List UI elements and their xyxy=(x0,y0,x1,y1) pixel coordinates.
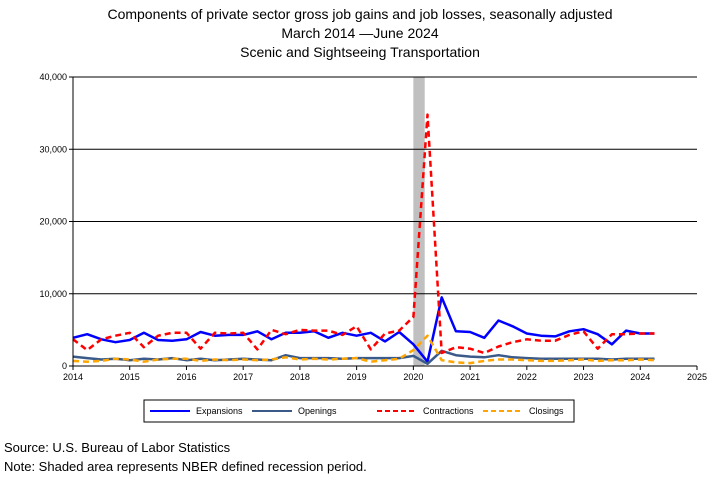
y-tick-label: 20,000 xyxy=(39,217,67,227)
x-tick-label: 2017 xyxy=(233,372,253,382)
recession-note: Note: Shaded area represents NBER define… xyxy=(4,459,367,474)
source-note: Source: U.S. Bureau of Labor Statistics xyxy=(4,440,231,455)
legend-label-contractions: Contractions xyxy=(423,406,474,416)
x-tick-label: 2025 xyxy=(687,372,707,382)
legend-label-closings: Closings xyxy=(529,406,564,416)
series-expansions-line xyxy=(72,296,655,363)
axis-layer: 0 10,000 20,000 30,000 40,000 2014 2015 2016 201… xyxy=(39,72,707,382)
x-tick-label: 2022 xyxy=(517,372,537,382)
chart-date-range: March 2014 —June 2024 xyxy=(281,25,438,41)
x-tick-label: 2018 xyxy=(290,372,310,382)
legend-label-openings: Openings xyxy=(298,406,337,416)
chart: Components of private sector gross job g… xyxy=(39,6,707,423)
series-closings-line xyxy=(72,334,655,365)
x-tick-label: 2023 xyxy=(574,372,594,382)
y-tick-label: 10,000 xyxy=(39,289,67,299)
series-layer xyxy=(72,113,655,366)
x-tick-label: 2015 xyxy=(120,372,140,382)
x-tick-label: 2016 xyxy=(176,372,196,382)
legend-box xyxy=(143,399,575,423)
grid-layer xyxy=(73,76,697,295)
x-tick-label: 2014 xyxy=(63,372,83,382)
legend: Expansions Openings Contractions Closings xyxy=(143,399,575,423)
x-tick-label: 2021 xyxy=(460,372,480,382)
x-tick-label: 2019 xyxy=(347,372,367,382)
x-tick-label: 2020 xyxy=(403,372,423,382)
y-tick-label: 30,000 xyxy=(39,144,67,154)
y-tick-label: 40,000 xyxy=(39,72,67,82)
series-contractions-line xyxy=(72,113,655,355)
chart-subtitle: Scenic and Sightseeing Transportation xyxy=(240,44,480,60)
y-tick-label: 0 xyxy=(62,361,67,371)
chart-title: Components of private sector gross job g… xyxy=(107,6,612,22)
series-openings-line xyxy=(72,349,655,366)
x-tick-label: 2024 xyxy=(630,372,650,382)
legend-label-expansions: Expansions xyxy=(196,406,243,416)
